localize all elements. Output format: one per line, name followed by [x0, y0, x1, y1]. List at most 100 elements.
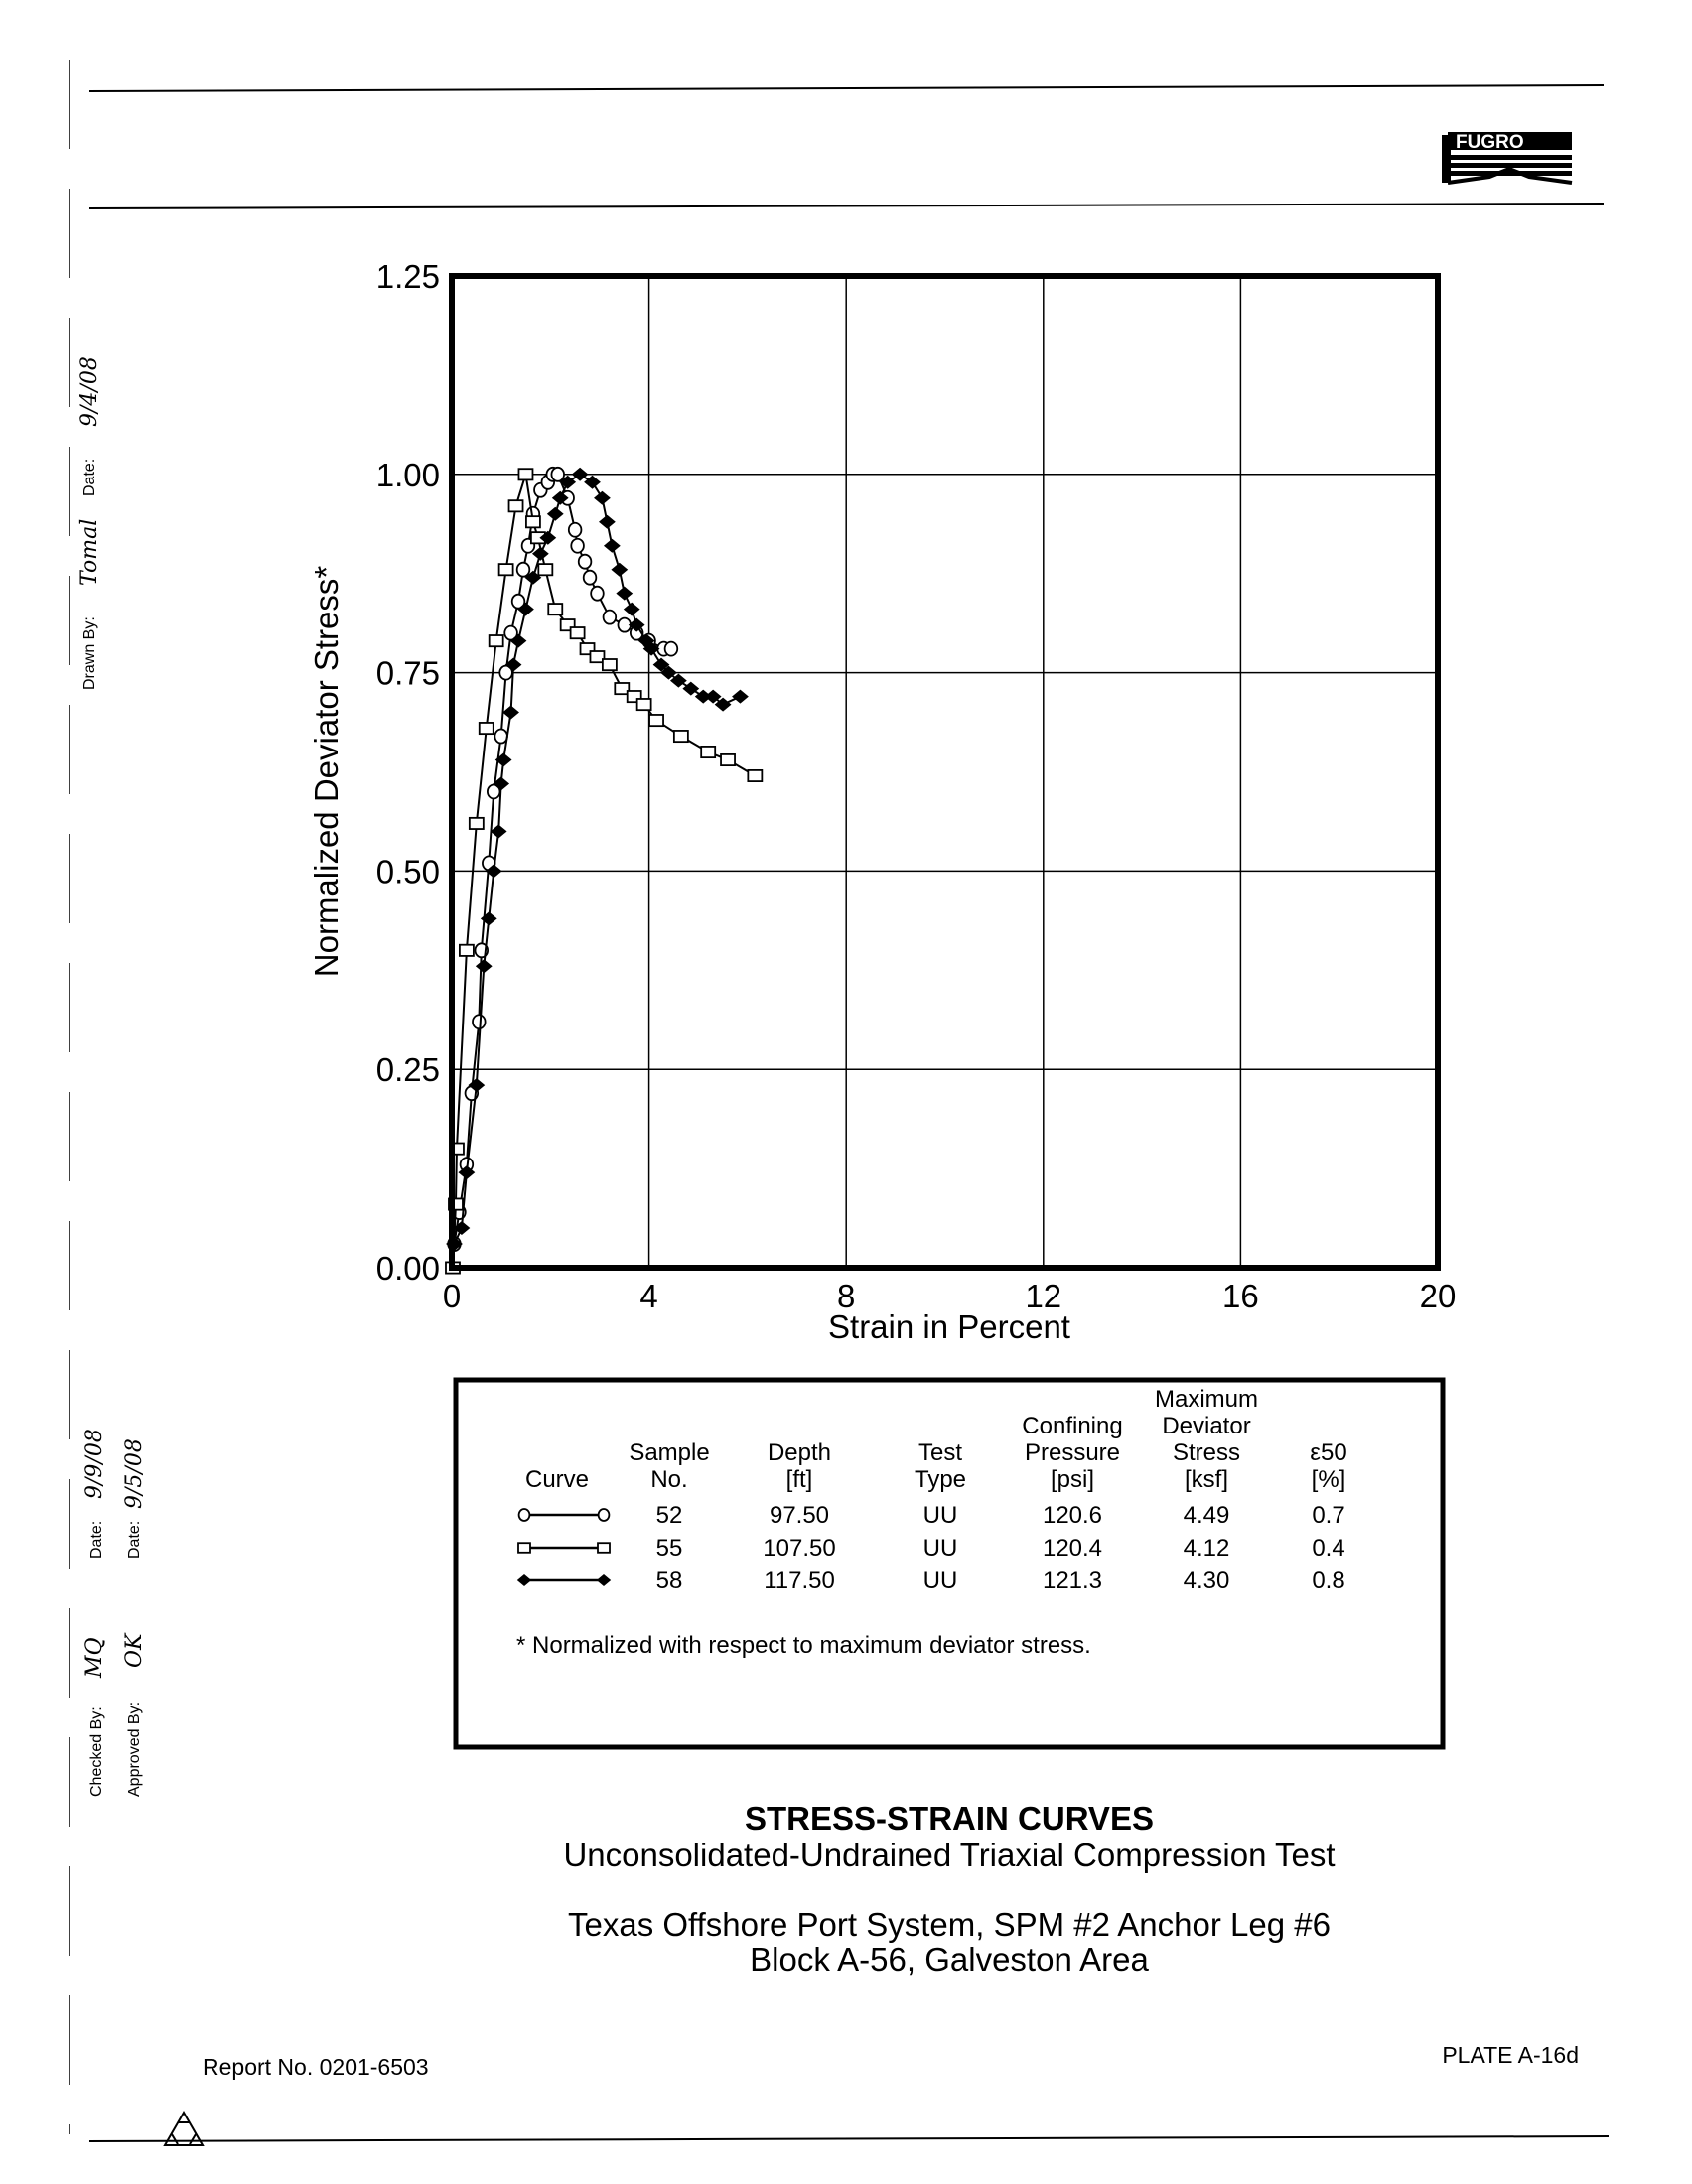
table-cell-test: UU	[923, 1535, 958, 1562]
data-point	[458, 1165, 476, 1180]
legend-marker	[597, 1542, 611, 1554]
data-point	[537, 563, 554, 577]
table-cell-test: UU	[923, 1568, 958, 1594]
data-point	[475, 959, 493, 974]
column-header: ε50	[1310, 1439, 1346, 1466]
stress-strain-chart: 0 4 8 12 16 20 0.00 0.25 0.50 0.75 1.00 1.25 Strain…	[308, 258, 1456, 1345]
column-header: Deviator	[1162, 1413, 1250, 1439]
data-point	[672, 730, 689, 744]
data-point	[747, 768, 764, 782]
data-point	[567, 521, 583, 538]
data-point	[611, 562, 629, 577]
data-point	[517, 602, 534, 616]
data-point	[448, 1197, 464, 1211]
data-point	[590, 585, 605, 602]
data-point	[559, 618, 576, 632]
x-tick-label: 12	[1025, 1278, 1061, 1314]
data-point	[652, 657, 670, 672]
data-point	[525, 515, 541, 529]
table-cell-sample: 52	[656, 1502, 683, 1529]
data-point	[547, 603, 564, 616]
data-point	[478, 722, 494, 736]
table-cell-max_stress: 4.12	[1184, 1535, 1230, 1562]
drawn-by-label: Drawn By:	[81, 616, 98, 690]
x-tick-label: 8	[837, 1278, 855, 1314]
data-point	[584, 475, 601, 489]
data-point	[550, 466, 565, 482]
table-cell-test: UU	[923, 1502, 958, 1529]
checked-date: 9/9/08	[82, 1429, 107, 1499]
data-point	[603, 538, 621, 553]
header-rule-top	[88, 84, 1605, 92]
data-point	[509, 633, 527, 648]
y-tick-label: 1.00	[376, 457, 440, 493]
approved-date: 9/5/08	[122, 1438, 147, 1509]
data-point	[704, 689, 722, 704]
data-point	[510, 593, 526, 610]
column-header: No.	[650, 1466, 687, 1493]
y-tick-label: 0.00	[376, 1250, 440, 1287]
data-point	[503, 624, 518, 641]
data-point	[488, 634, 504, 648]
data-point	[559, 475, 577, 489]
table-cell-sample: 55	[656, 1535, 683, 1562]
table-cell-pressure: 120.4	[1043, 1535, 1102, 1562]
data-point	[694, 689, 712, 704]
data-point	[648, 714, 664, 728]
table-cell-pressure: 121.3	[1043, 1568, 1102, 1594]
data-point	[524, 570, 542, 585]
data-point	[468, 1078, 486, 1093]
data-point	[494, 752, 512, 767]
data-point	[551, 490, 569, 505]
data-point	[614, 682, 631, 696]
column-header: Pressure	[1025, 1439, 1120, 1466]
drawn-date: 9/4/08	[77, 356, 102, 427]
table-cell-depth: 97.50	[770, 1502, 829, 1529]
recycle-icon	[163, 2110, 205, 2146]
table-cell-e50: 0.8	[1312, 1568, 1344, 1594]
data-point	[577, 553, 593, 570]
series-line	[451, 474, 756, 1269]
series-55	[445, 468, 764, 1275]
x-tick-label: 16	[1222, 1278, 1259, 1314]
data-point	[602, 609, 618, 625]
data-point	[682, 681, 700, 696]
legend-frame	[453, 1377, 1446, 1750]
series-line	[451, 473, 741, 1269]
data-point	[642, 641, 660, 656]
data-point	[546, 506, 564, 521]
series-58	[446, 467, 749, 1269]
drawn-date-label: Date:	[81, 459, 98, 496]
data-point	[616, 586, 634, 601]
table-cell-pressure: 120.6	[1043, 1502, 1102, 1529]
data-point	[458, 943, 475, 957]
column-header: Sample	[629, 1439, 709, 1466]
column-header: [ft]	[786, 1466, 813, 1493]
data-point	[468, 816, 485, 830]
legend-marker	[597, 1508, 611, 1522]
table-cell-e50: 0.4	[1312, 1535, 1344, 1562]
data-point	[507, 499, 524, 513]
data-point	[453, 1221, 471, 1236]
footer-rule	[88, 2135, 1610, 2142]
data-point	[571, 467, 589, 481]
data-point	[635, 698, 652, 712]
approved-by-signature: OK	[122, 1632, 147, 1668]
plot-frame	[449, 273, 1441, 1271]
y-axis-label: Normalized Deviator Stress*	[308, 566, 345, 978]
plate-subtitle: Unconsolidated-Undrained Triaxial Compre…	[563, 1837, 1335, 1873]
data-point	[494, 728, 508, 745]
column-header: Curve	[525, 1466, 589, 1493]
column-header: Test	[918, 1439, 962, 1466]
data-point	[663, 640, 679, 657]
data-point	[628, 617, 645, 632]
data-point	[582, 569, 598, 586]
y-tick-label: 1.25	[376, 258, 440, 295]
y-tick-label: 0.75	[376, 655, 440, 692]
data-point	[515, 561, 531, 578]
data-point	[720, 753, 736, 767]
data-point	[502, 705, 519, 720]
data-point	[517, 468, 534, 481]
data-point	[497, 563, 514, 577]
